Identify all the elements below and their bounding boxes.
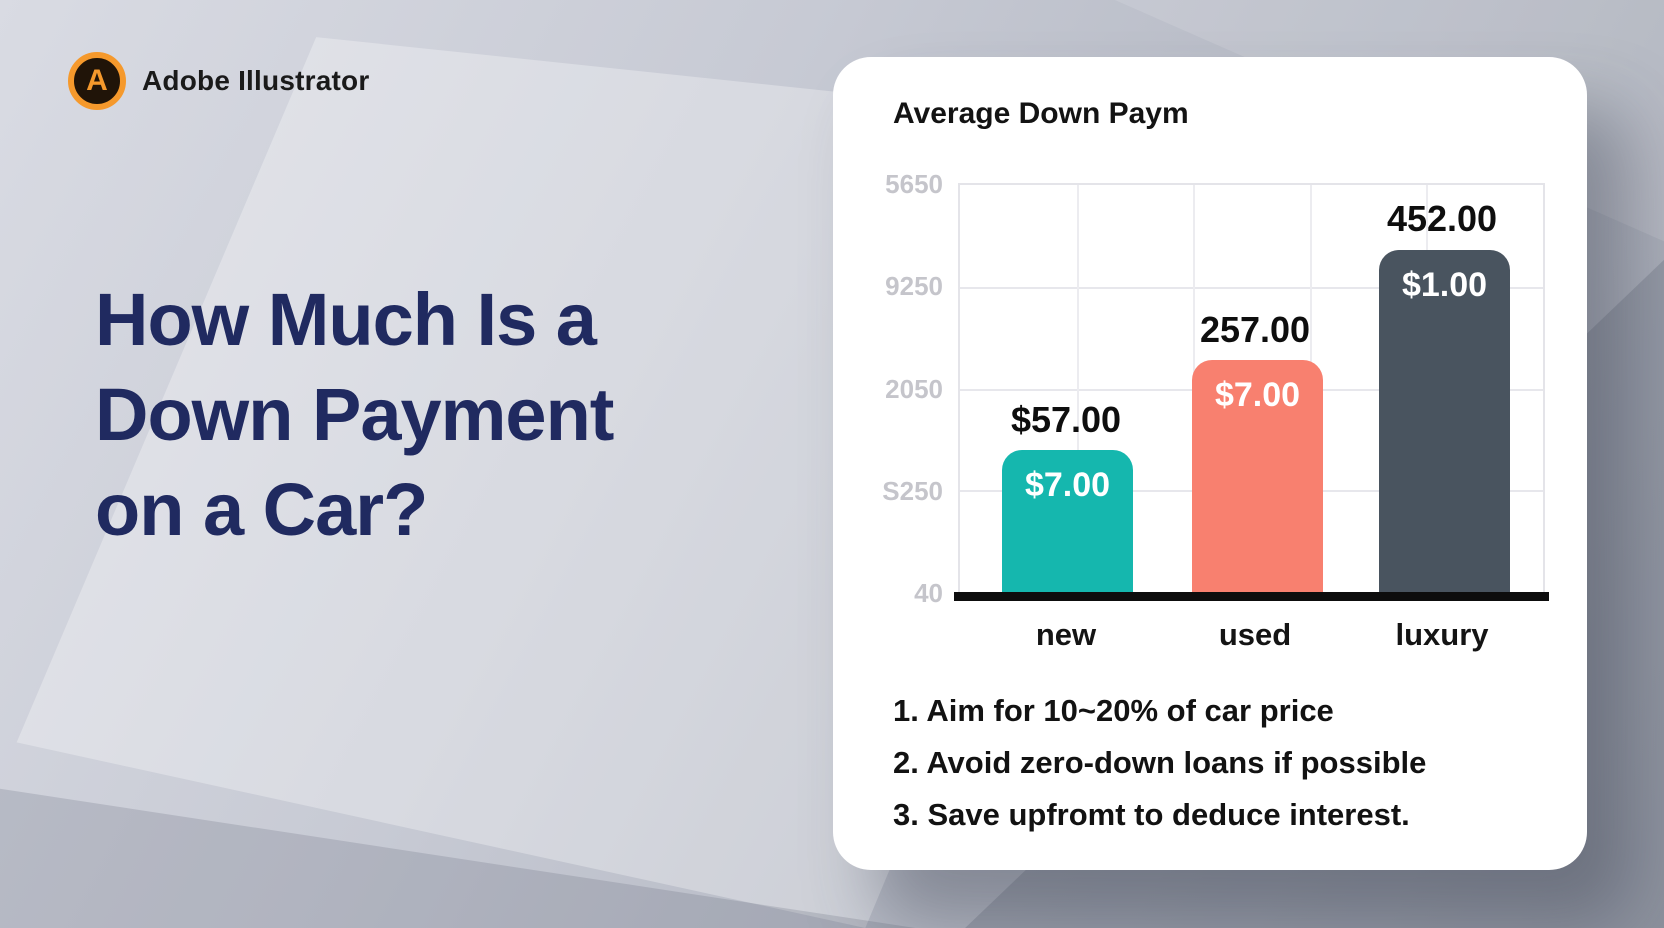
tip-item-2: 2. Avoid zero-down loans if possible xyxy=(893,745,1427,780)
illustrator-icon-letter: A xyxy=(86,64,108,97)
page-title: How Much Is a Down Payment on a Car? xyxy=(95,272,614,557)
bar-new: $7.00 xyxy=(1002,449,1133,592)
bar-value-label: $57.00 xyxy=(1010,399,1122,440)
y-axis-tick-label: 2050 xyxy=(885,374,943,404)
bar-luxury: $1.00 xyxy=(1379,250,1510,592)
page-title-line-2: Down Payment xyxy=(95,373,614,456)
page-title-line-1: How Much Is a xyxy=(95,278,597,361)
bar-inner-value-label: $7.00 xyxy=(1214,376,1301,415)
vertical-gridline xyxy=(1076,185,1079,592)
bar-used: $7.00 xyxy=(1192,360,1323,592)
y-axis-tick-label: S250 xyxy=(882,476,943,506)
bar-value-label: 452.00 xyxy=(1386,198,1498,239)
y-axis-tick-label: 9250 xyxy=(885,271,943,301)
chart-title: Average Down Paym xyxy=(893,97,1189,130)
y-axis-tick-label: 5650 xyxy=(885,169,943,199)
app-name: Adobe Illustrator xyxy=(142,65,370,96)
x-axis-label-luxury: luxury xyxy=(1395,617,1489,652)
bar-inner-value-label: $7.00 xyxy=(1024,465,1111,504)
tip-item-1: 1. Aim for 10~20% of car price xyxy=(893,693,1334,728)
illustrator-icon: A xyxy=(68,52,126,110)
x-axis-line xyxy=(954,592,1549,601)
x-axis-label-used: used xyxy=(1218,617,1292,652)
plot-area: $7.00 $7.00 $1.00 xyxy=(958,183,1545,592)
tips-list: 1. Aim for 10~20% of car price 2. Avoid … xyxy=(893,685,1426,841)
y-axis-tick-label: 40 xyxy=(914,578,943,608)
chart-card: Average Down Paym 5650 9250 2050 S250 40… xyxy=(833,57,1587,870)
app-logo: A Adobe Illustrator xyxy=(68,52,369,110)
x-axis-label-new: new xyxy=(1035,617,1097,652)
page-title-line-3: on a Car? xyxy=(95,468,428,551)
tip-item-3: 3. Save upfromt to deduce interest. xyxy=(893,797,1410,832)
bar-inner-value-label: $1.00 xyxy=(1401,266,1488,305)
horizontal-gridline xyxy=(960,286,1543,289)
bar-value-label: 257.00 xyxy=(1199,309,1311,350)
